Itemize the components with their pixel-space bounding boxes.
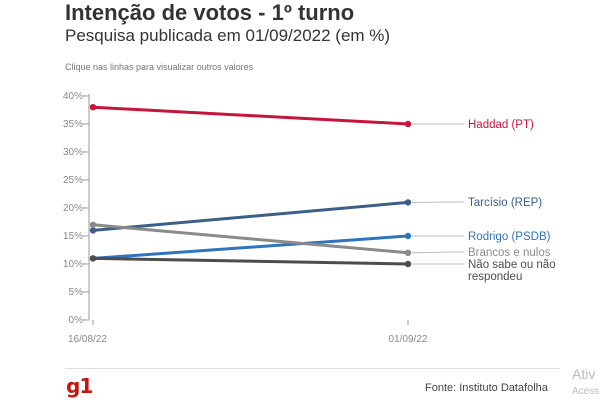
- data-point[interactable]: [404, 199, 412, 206]
- data-point[interactable]: [89, 255, 97, 262]
- data-point[interactable]: [89, 104, 97, 111]
- data-point[interactable]: [404, 260, 412, 268]
- x-tick-label: 01/09/22: [389, 334, 428, 345]
- series-line[interactable]: [91, 105, 410, 126]
- chart-subtitle: Pesquisa publicada em 01/09/2022 (em %): [65, 26, 391, 45]
- overlay-subtitle: Acess: [572, 386, 600, 397]
- y-tick-label: 10%: [63, 259, 83, 270]
- series-label[interactable]: Haddad (PT): [468, 119, 534, 131]
- y-tick-label: 40%: [63, 91, 83, 102]
- footer-divider: [65, 368, 560, 369]
- y-tick-label: 20%: [63, 203, 83, 214]
- y-tick-label: 30%: [63, 147, 83, 158]
- series-line[interactable]: [91, 223, 410, 255]
- y-tick-label: 0%: [69, 315, 84, 326]
- x-tick-label: 16/08/22: [68, 334, 107, 345]
- series-label[interactable]: Rodrigo (PSDB): [468, 231, 551, 243]
- source-note: Fonte: Instituto Datafolha: [425, 382, 548, 394]
- series-line[interactable]: [91, 256, 410, 266]
- y-tick-label: 5%: [69, 287, 84, 298]
- chart-title: Intenção de votos - 1º turno: [65, 0, 355, 25]
- g1-logo[interactable]: g1: [66, 374, 93, 398]
- data-point[interactable]: [404, 120, 412, 128]
- series-label[interactable]: Brancos e nulos: [468, 247, 551, 259]
- label-leader: [411, 251, 464, 254]
- y-tick-label: 15%: [63, 231, 83, 242]
- series-label[interactable]: Tarcísio (REP): [468, 197, 542, 209]
- data-point[interactable]: [404, 232, 412, 240]
- series-line[interactable]: [91, 234, 410, 260]
- data-point[interactable]: [89, 221, 97, 228]
- y-tick-label: 25%: [63, 175, 83, 186]
- data-point[interactable]: [404, 249, 412, 256]
- y-tick-label: 35%: [63, 119, 83, 130]
- data-point[interactable]: [89, 227, 97, 234]
- series-label[interactable]: Não sabe ou não respondeu: [468, 259, 556, 283]
- chart-hint: Clique nas linhas para visualizar outros…: [65, 62, 254, 72]
- overlay-title: Ativ: [572, 366, 596, 382]
- series-line[interactable]: [91, 200, 410, 232]
